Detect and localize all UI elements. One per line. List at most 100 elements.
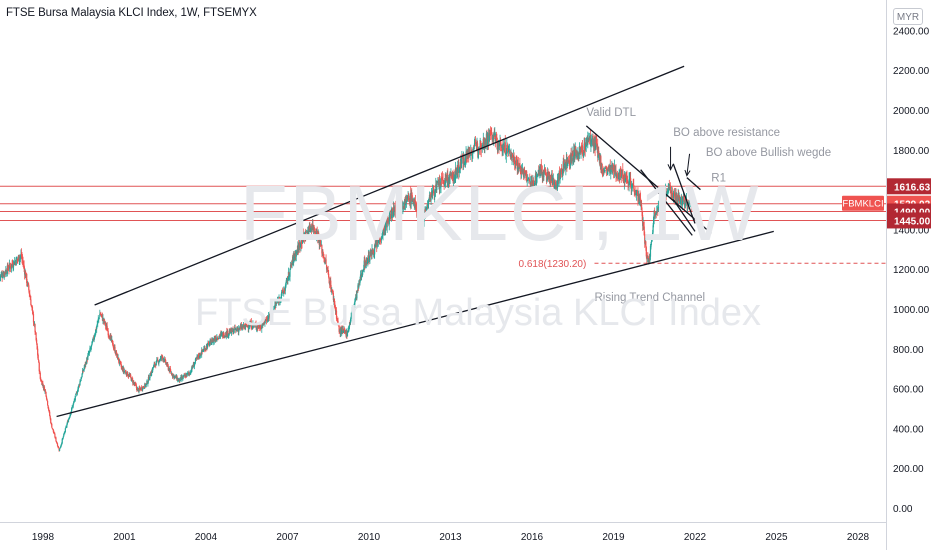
candle-body: [529, 181, 531, 183]
candle-body: [48, 410, 50, 412]
candle-body: [119, 360, 121, 363]
candle-body: [38, 362, 40, 372]
candle-body: [614, 165, 616, 174]
candle-body: [244, 326, 246, 328]
candle-body: [138, 387, 140, 392]
candle-body: [418, 214, 420, 225]
candle-body: [657, 206, 659, 211]
candle-body: [121, 367, 123, 369]
candle-body: [50, 418, 52, 424]
candle-body: [324, 262, 326, 264]
candle-body: [459, 168, 461, 170]
candle-body: [612, 166, 614, 172]
candle-body: [209, 340, 211, 343]
candle-body: [394, 206, 397, 212]
candle-body: [290, 263, 292, 265]
level-tag-1616-bg: [887, 178, 931, 195]
candle-body: [375, 245, 377, 247]
candle-body: [20, 252, 23, 257]
candle-body: [385, 222, 387, 231]
candle-body: [171, 373, 173, 376]
candle-body: [485, 140, 487, 145]
candle-body: [131, 377, 133, 382]
candle-body: [124, 371, 127, 373]
candle-body: [3, 271, 5, 277]
candle-body: [645, 241, 647, 247]
candle-body: [76, 393, 78, 395]
candle-body: [202, 351, 204, 352]
candle-body: [336, 318, 339, 322]
y-tick-label: 400.00: [893, 424, 924, 435]
candle-body: [581, 146, 584, 151]
candle-body: [43, 386, 46, 392]
candle-body: [71, 407, 73, 411]
candle-body: [56, 442, 58, 444]
candle-body: [388, 215, 390, 225]
candle-body: [167, 363, 169, 366]
candle-body: [285, 283, 287, 288]
candle-body: [189, 372, 191, 374]
candle-body: [661, 194, 664, 198]
currency-button[interactable]: MYR: [893, 8, 923, 25]
candle-body: [353, 303, 355, 307]
candle-body: [538, 169, 540, 176]
candle-body: [133, 382, 135, 383]
candle-body: [164, 358, 166, 360]
candle-body: [517, 162, 519, 168]
candle-body: [369, 251, 371, 261]
candle-body: [334, 303, 336, 307]
candle-body: [590, 140, 593, 142]
candle-body: [632, 184, 634, 186]
candle-body: [54, 433, 56, 438]
candle-body: [322, 253, 325, 259]
candle-body: [32, 310, 34, 315]
candle-body: [216, 337, 218, 339]
candle-body: [77, 385, 80, 390]
candle-body: [83, 367, 85, 370]
candle-body: [366, 262, 368, 263]
candle-body: [284, 290, 286, 292]
candle-body: [332, 292, 334, 301]
candle-body: [17, 258, 19, 260]
candle-body: [112, 340, 114, 347]
candle-body: [534, 180, 536, 185]
y-tick-label: 1200.00: [893, 265, 930, 276]
candle-body: [667, 192, 669, 194]
candle-body: [123, 368, 125, 372]
watermark-symbol: FBMKLCI, 1W: [240, 169, 761, 257]
candle-body: [546, 180, 548, 182]
candle-body: [552, 178, 554, 185]
candle-body: [170, 373, 173, 375]
candle-body: [338, 325, 340, 332]
candle-body: [10, 264, 13, 268]
candle-body: [543, 171, 545, 178]
candle-body: [585, 144, 587, 150]
candle-body: [170, 371, 172, 374]
candle-body: [691, 200, 693, 207]
candle-body: [187, 373, 189, 374]
candle-body: [49, 416, 51, 419]
candle-body: [196, 356, 198, 358]
candle-body: [616, 175, 618, 177]
candle-body: [635, 191, 637, 194]
candle-body: [523, 169, 525, 178]
candle-body: [149, 373, 151, 379]
candle-body: [638, 195, 641, 204]
candle-body: [343, 328, 345, 332]
candle-body: [425, 209, 427, 214]
candle-body: [626, 179, 629, 184]
candle-body: [556, 180, 559, 189]
candle-body: [34, 332, 37, 333]
candle-body: [8, 269, 10, 271]
candle-body: [14, 261, 16, 265]
candle-body: [177, 378, 179, 381]
candle-body: [241, 326, 243, 329]
candle-body: [29, 296, 31, 300]
candle-body: [458, 168, 460, 173]
candle-body: [524, 171, 526, 175]
candle-body: [532, 180, 534, 190]
candle-body: [88, 353, 90, 355]
candle-body: [28, 291, 30, 294]
candle-body: [494, 133, 496, 137]
